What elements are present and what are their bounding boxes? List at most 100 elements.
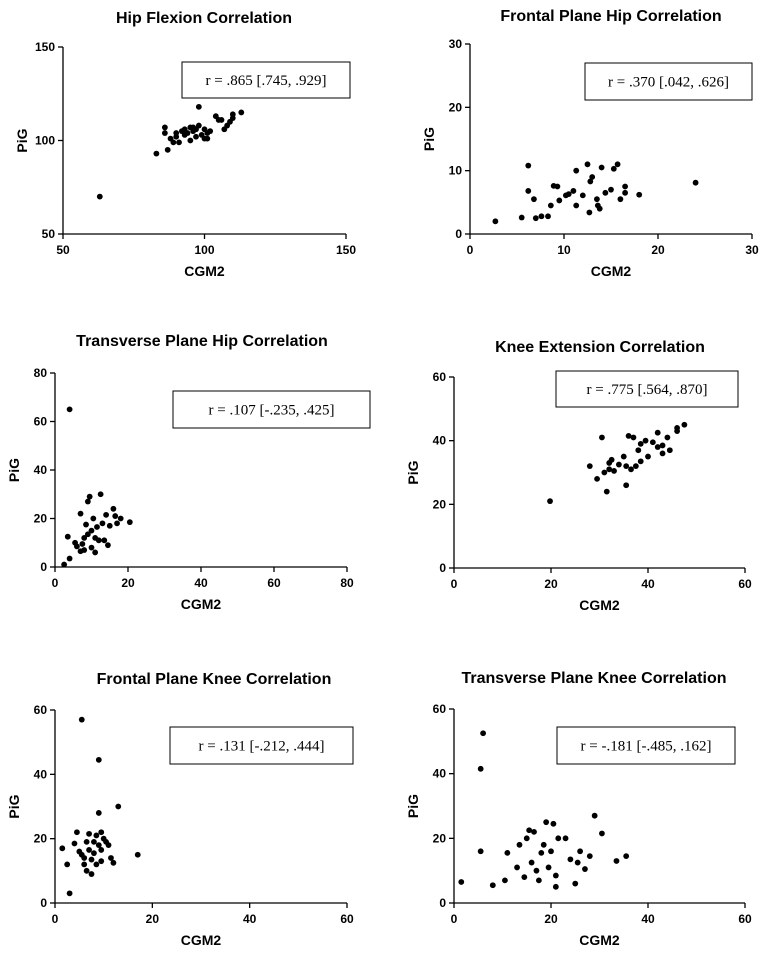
data-point (66, 555, 73, 562)
y-tick-label: 40 (433, 434, 447, 448)
x-tick-label: 100 (194, 243, 214, 257)
data-point (573, 202, 580, 209)
data-point (161, 124, 168, 131)
data-point (134, 851, 141, 858)
data-point (538, 213, 545, 220)
data-point (574, 859, 581, 866)
data-point (603, 488, 610, 495)
data-point (97, 491, 104, 498)
y-axis-label: PiG (405, 794, 421, 818)
data-point (64, 861, 71, 868)
x-axis-label: CGM2 (184, 263, 225, 279)
correlation-text: r = .107 [-.235, .425] (209, 403, 335, 419)
data-point (95, 537, 102, 544)
data-point (614, 161, 621, 168)
data-point (664, 434, 671, 441)
chart-title: Hip Flexion Correlation (116, 10, 292, 27)
x-tick-label: 0 (52, 576, 59, 590)
data-point (642, 437, 649, 444)
x-axis-label: CGM2 (181, 596, 222, 612)
data-point (632, 463, 639, 470)
data-point (98, 847, 105, 853)
y-tick-label: 20 (433, 497, 447, 511)
x-tick-label: 60 (267, 576, 281, 590)
data-point (114, 520, 120, 527)
data-point (74, 829, 80, 836)
data-point (526, 827, 533, 834)
data-point (535, 877, 542, 884)
data-point (608, 186, 614, 193)
data-point (458, 879, 465, 885)
y-tick-label: 0 (455, 227, 462, 241)
data-point (545, 864, 552, 871)
data-point (586, 209, 593, 216)
data-point (514, 864, 520, 871)
data-point (207, 128, 214, 135)
data-point (64, 533, 71, 540)
data-point (71, 840, 78, 847)
data-point (573, 167, 580, 174)
x-tick-label: 30 (745, 243, 759, 257)
data-point (591, 812, 598, 819)
data-point (625, 432, 632, 439)
data-point (93, 832, 100, 839)
data-point (88, 856, 95, 863)
data-point (598, 164, 605, 171)
data-point (628, 466, 634, 473)
correlation-text: r = .775 [.564, .870] (587, 382, 708, 398)
chart-title: Knee Extension Correlation (495, 339, 705, 356)
x-tick-label: 40 (641, 577, 655, 591)
data-point (173, 133, 180, 140)
data-point (66, 890, 73, 897)
y-tick-label: 0 (40, 896, 47, 910)
x-tick-label: 50 (56, 243, 70, 257)
x-axis-label: CGM2 (591, 263, 632, 279)
y-tick-label: 40 (34, 463, 48, 477)
y-axis-label: PiG (6, 794, 22, 818)
data-point (589, 174, 596, 180)
chart-title: Frontal Plane Hip Correlation (500, 8, 721, 25)
data-point (550, 820, 557, 827)
x-tick-label: 80 (340, 576, 354, 590)
data-point (88, 871, 95, 877)
x-tick-label: 40 (243, 912, 257, 926)
data-point (81, 855, 88, 861)
correlation-text: r = .131 [-.212, .444] (199, 739, 325, 755)
data-point (504, 849, 511, 856)
data-point (637, 458, 644, 465)
y-tick-label: 0 (439, 896, 446, 910)
y-axis-label: PiG (405, 460, 421, 484)
data-point (623, 853, 630, 860)
correlation-box (556, 726, 736, 765)
data-point (91, 838, 97, 845)
data-point (480, 730, 486, 737)
data-point (59, 845, 66, 852)
data-point (645, 453, 651, 460)
data-point (92, 549, 99, 556)
data-point (94, 524, 100, 530)
data-point (112, 513, 119, 519)
data-point (86, 493, 93, 500)
data-point (681, 421, 688, 428)
data-point (86, 847, 92, 853)
data-point (204, 135, 211, 142)
data-point (81, 535, 88, 541)
data-point (608, 456, 615, 463)
data-point (79, 541, 86, 547)
data-point (594, 475, 600, 482)
x-tick-label: 10 (557, 243, 571, 257)
x-tick-label: 20 (651, 243, 665, 257)
data-point (622, 189, 628, 196)
data-point (554, 183, 561, 190)
data-point (586, 463, 593, 470)
data-point (195, 122, 202, 129)
data-point (88, 527, 95, 534)
x-tick-label: 0 (451, 577, 458, 591)
data-point (666, 447, 673, 454)
data-point (636, 191, 643, 198)
correlation-box (584, 62, 753, 101)
y-tick-label: 60 (433, 370, 447, 384)
data-point (654, 429, 661, 436)
data-point (96, 193, 103, 200)
x-tick-label: 60 (738, 577, 752, 591)
